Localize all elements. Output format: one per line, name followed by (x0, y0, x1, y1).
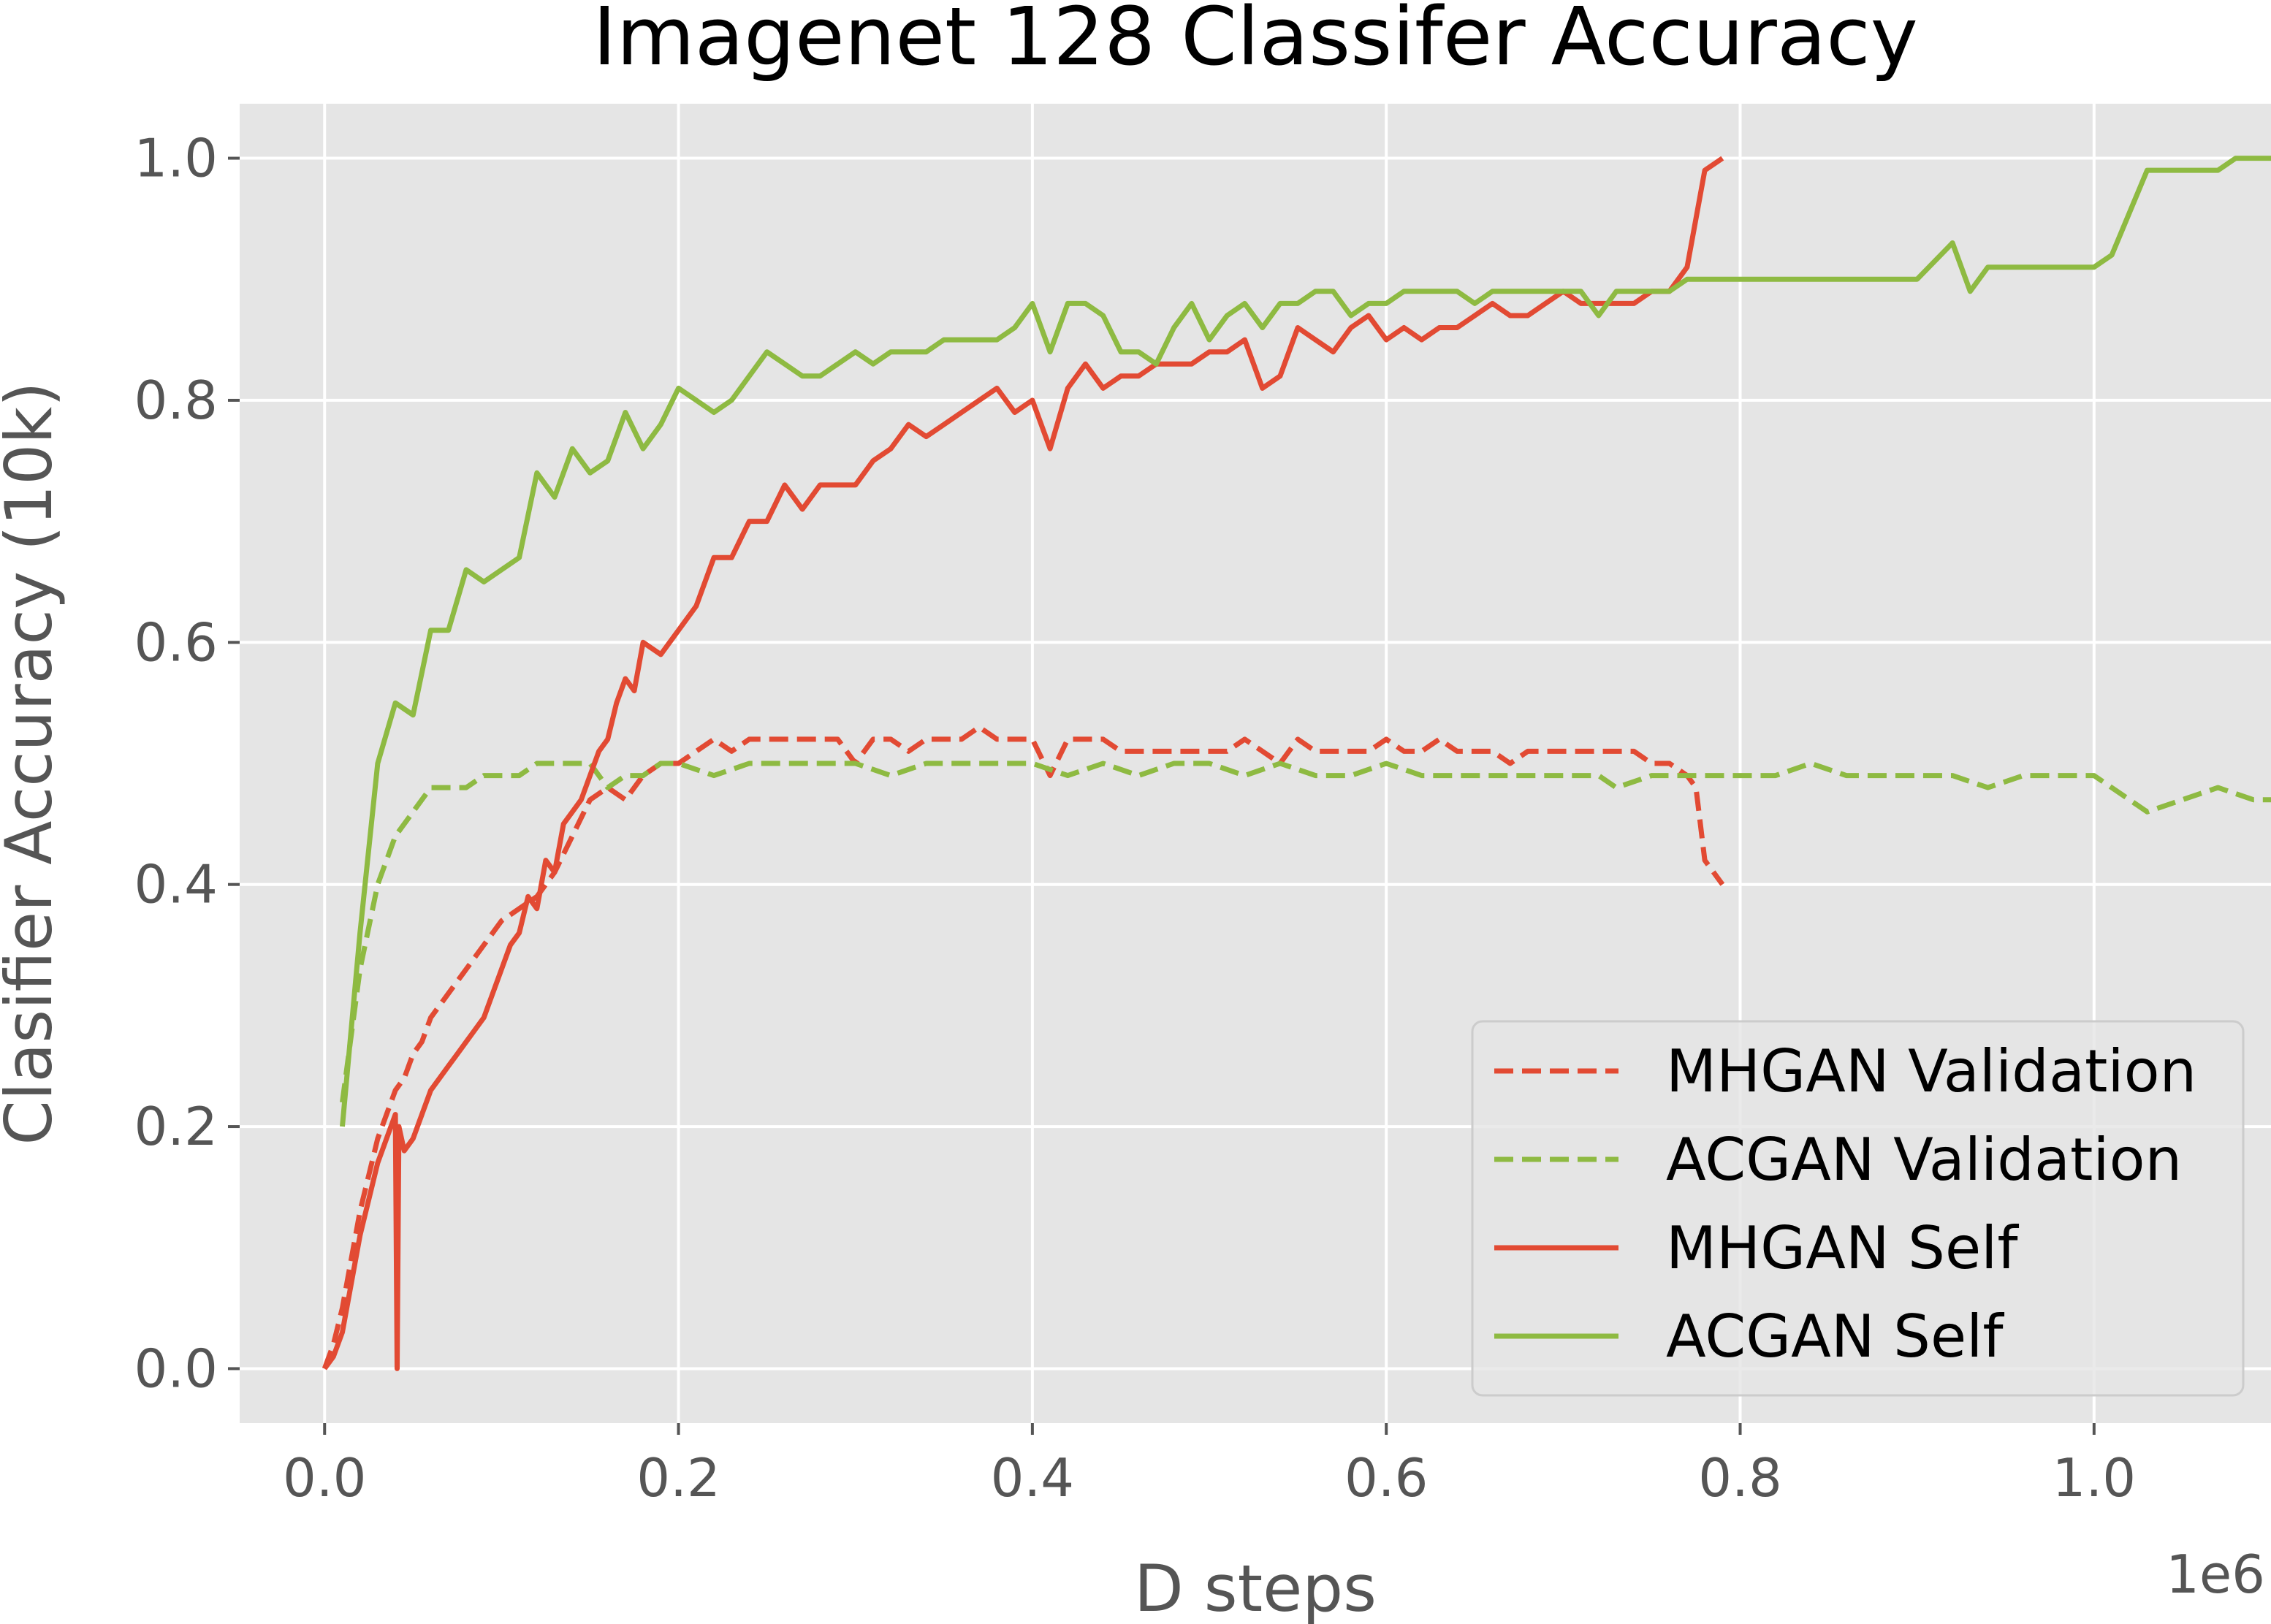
legend: MHGAN Validation ACGAN Validation MHGAN Se… (1471, 1020, 2245, 1397)
legend-box (1471, 1020, 2245, 1397)
series-line-mhgan-self (322, 156, 1724, 1371)
x-axis: 0.0 0.2 0.4 0.6 0.8 1.0 (283, 1423, 2136, 1509)
x-tick-label: 0.4 (991, 1447, 1075, 1509)
series-line-acgan-self (340, 156, 2271, 1127)
x-tick-label: 0.0 (283, 1447, 367, 1509)
legend-label-acgan-self: ACGAN Self (1666, 1303, 2004, 1371)
y-tick-label: 0.8 (134, 370, 218, 431)
y-axis: 0.0 0.2 0.4 0.6 0.8 1.0 (134, 128, 240, 1399)
x-tick-label: 0.6 (1344, 1447, 1429, 1509)
y-tick-label: 0.0 (134, 1338, 218, 1399)
chart-title: Imagenet 128 Classifer Accuracy (593, 0, 1918, 83)
y-tick-label: 0.4 (134, 854, 218, 915)
legend-label-mhgan-self: MHGAN Self (1666, 1214, 2019, 1282)
x-tick-label: 0.2 (636, 1447, 720, 1509)
series-layer (322, 156, 2271, 1371)
y-axis-label: Clasifier Accuracy (10k) (0, 381, 66, 1145)
y-tick-label: 0.2 (134, 1096, 218, 1157)
x-axis-offset-label: 1e6 (2166, 1544, 2265, 1605)
x-axis-label: D steps (1134, 1551, 1377, 1624)
series-line-acgan-validation (340, 760, 2271, 1103)
y-tick-label: 0.6 (134, 611, 218, 673)
x-tick-label: 1.0 (2053, 1447, 2137, 1509)
legend-label-mhgan-validation: MHGAN Validation (1666, 1037, 2196, 1105)
y-tick-label: 1.0 (134, 128, 218, 189)
series-line-mhgan-validation (322, 724, 1725, 1370)
x-tick-label: 0.8 (1698, 1447, 1782, 1509)
legend-label-acgan-validation: ACGAN Validation (1666, 1126, 2182, 1194)
